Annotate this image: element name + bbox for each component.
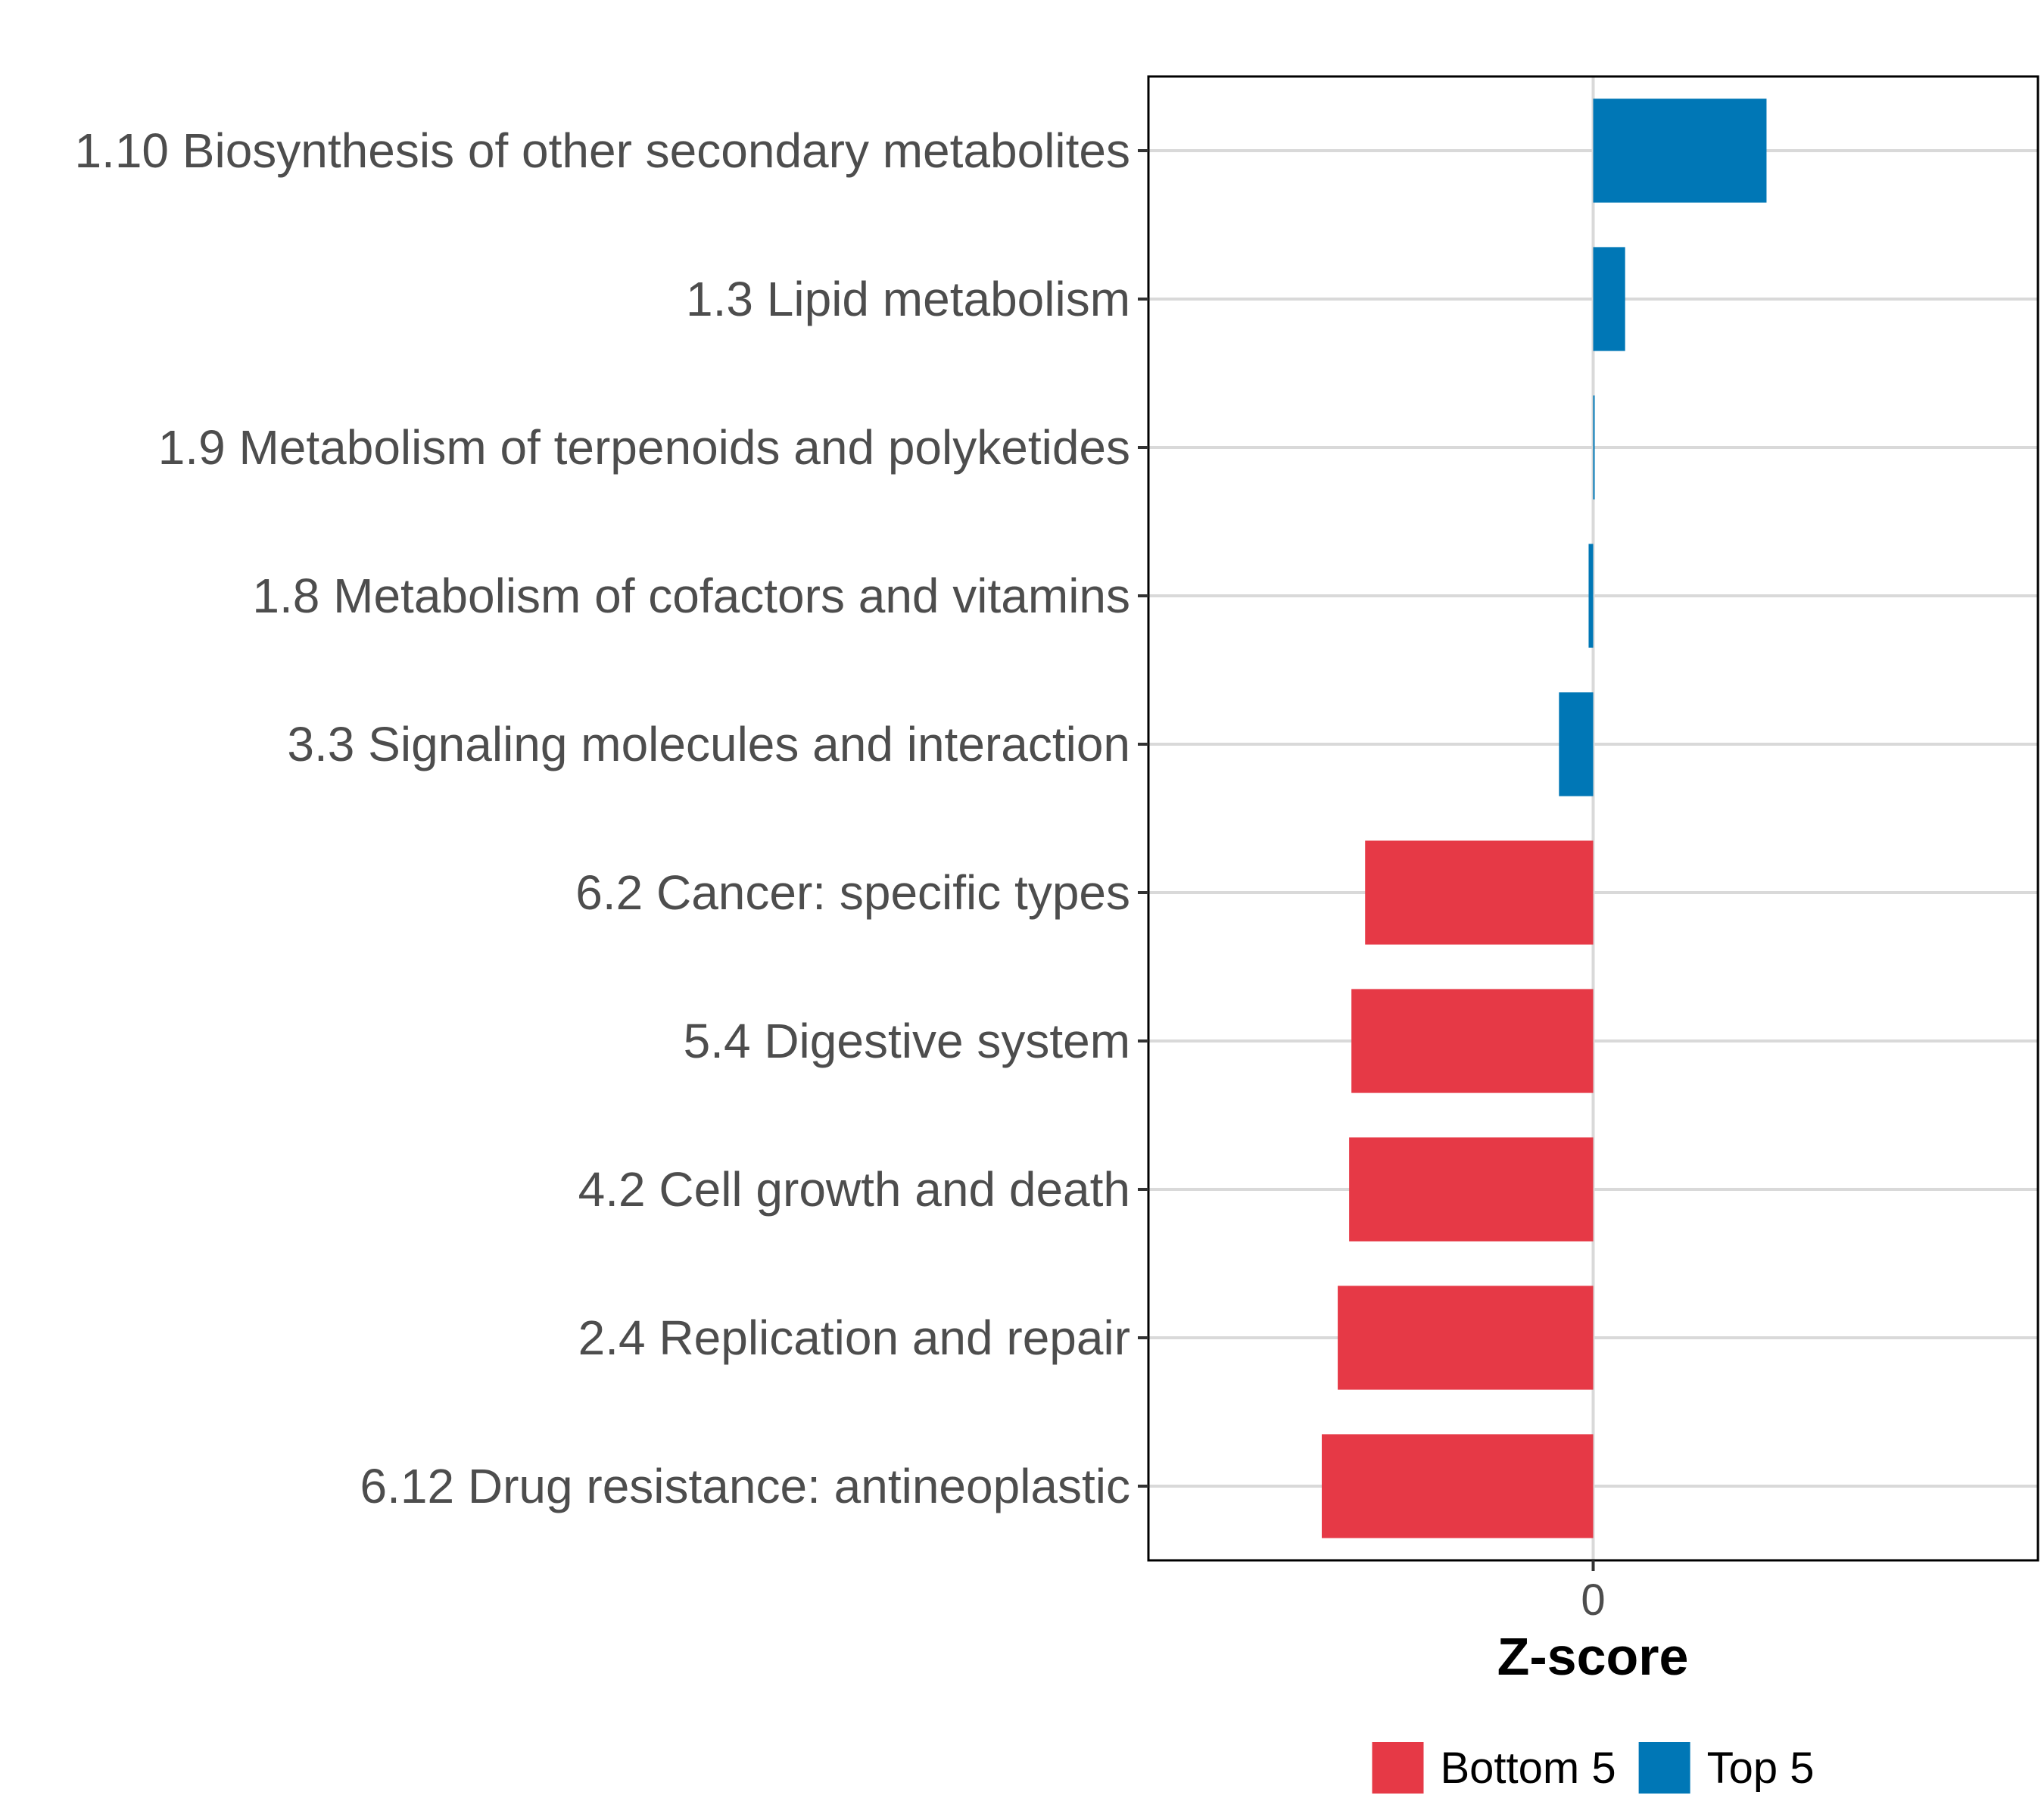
y-tick-label: 6.2 Cancer: specific types bbox=[575, 865, 1130, 920]
legend-swatch bbox=[1638, 1742, 1690, 1794]
y-tick-label: 1.9 Metabolism of terpenoids and polyket… bbox=[158, 420, 1130, 475]
bar bbox=[1559, 692, 1594, 796]
y-tick-label: 4.2 Cell growth and death bbox=[578, 1162, 1130, 1217]
legend-swatch bbox=[1372, 1742, 1424, 1794]
y-axis-ticks bbox=[1138, 149, 1148, 1488]
y-axis-labels: 1.10 Biosynthesis of other secondary met… bbox=[74, 123, 1130, 1513]
y-tick-label: 1.10 Biosynthesis of other secondary met… bbox=[74, 123, 1130, 178]
bar bbox=[1593, 98, 1767, 203]
bar bbox=[1351, 989, 1594, 1093]
bars bbox=[1321, 98, 1767, 1538]
y-tick-label: 1.3 Lipid metabolism bbox=[686, 272, 1130, 326]
legend: Bottom 5 Top 5 bbox=[1372, 1742, 1815, 1794]
bar bbox=[1593, 395, 1595, 500]
y-tick-label: 2.4 Replication and repair bbox=[578, 1311, 1130, 1365]
y-tick-label: 5.4 Digestive system bbox=[684, 1014, 1130, 1068]
y-tick-label: 6.12 Drug resistance: antineoplastic bbox=[360, 1459, 1130, 1513]
y-tick-label: 1.8 Metabolism of cofactors and vitamins bbox=[252, 569, 1130, 623]
bar bbox=[1349, 1137, 1594, 1242]
x-tick-label: 0 bbox=[1581, 1575, 1605, 1625]
legend-label: Bottom 5 bbox=[1440, 1744, 1616, 1793]
legend-item: Bottom 5 bbox=[1372, 1742, 1616, 1794]
bar bbox=[1588, 544, 1594, 648]
bar bbox=[1593, 247, 1625, 351]
legend-item: Top 5 bbox=[1638, 1742, 1815, 1794]
bar bbox=[1365, 840, 1594, 945]
x-axis-ticks: 0 bbox=[1581, 1560, 1606, 1625]
y-tick-label: 3.3 Signaling molecules and interaction bbox=[287, 717, 1130, 771]
bar bbox=[1338, 1286, 1594, 1390]
x-axis-title: Z-score bbox=[1497, 1627, 1689, 1686]
bar bbox=[1321, 1434, 1594, 1538]
legend-label: Top 5 bbox=[1707, 1744, 1815, 1793]
